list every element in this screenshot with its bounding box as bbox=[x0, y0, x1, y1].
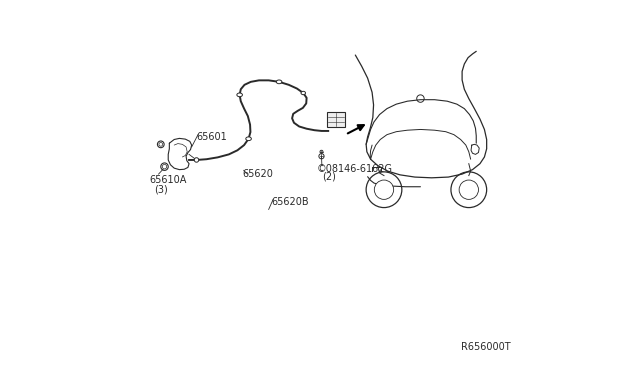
Ellipse shape bbox=[276, 80, 282, 84]
Circle shape bbox=[195, 158, 199, 162]
Circle shape bbox=[163, 164, 167, 169]
Circle shape bbox=[157, 141, 164, 148]
Ellipse shape bbox=[301, 92, 305, 94]
Circle shape bbox=[161, 163, 168, 170]
Text: (3): (3) bbox=[154, 184, 168, 194]
Circle shape bbox=[319, 154, 324, 159]
Text: ©08146-6162G: ©08146-6162G bbox=[316, 164, 392, 174]
Circle shape bbox=[159, 142, 163, 146]
Text: 65620B: 65620B bbox=[271, 197, 309, 207]
Text: (2): (2) bbox=[322, 172, 336, 182]
Circle shape bbox=[374, 180, 394, 199]
Circle shape bbox=[320, 150, 323, 153]
Bar bbox=[326, 112, 346, 127]
Circle shape bbox=[451, 172, 486, 208]
Text: 65620: 65620 bbox=[242, 169, 273, 179]
Ellipse shape bbox=[237, 93, 243, 97]
Text: 65610A: 65610A bbox=[149, 175, 186, 185]
Ellipse shape bbox=[246, 137, 252, 141]
Circle shape bbox=[459, 180, 479, 199]
Text: 65601: 65601 bbox=[196, 132, 227, 142]
Text: R656000T: R656000T bbox=[461, 342, 511, 352]
Circle shape bbox=[366, 172, 402, 208]
